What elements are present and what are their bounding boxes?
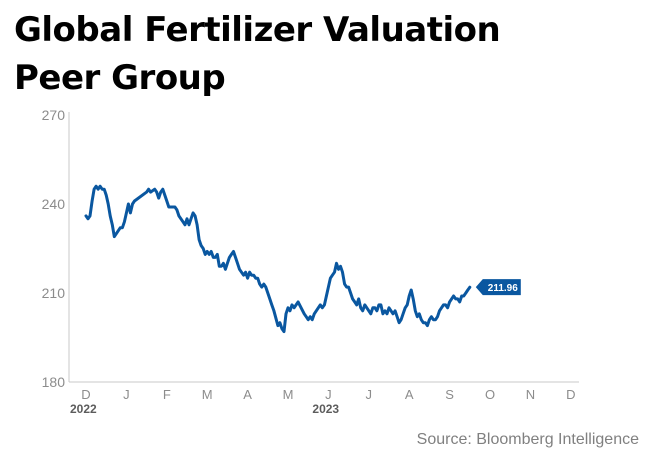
y-tick-label: 270 bbox=[42, 107, 66, 123]
x-tick-label: O bbox=[485, 387, 495, 402]
x-tick-label: A bbox=[405, 387, 414, 402]
x-tick-label: J bbox=[325, 387, 332, 402]
x-tick-label: J bbox=[366, 387, 373, 402]
last-value-badge: 211.96 bbox=[475, 279, 521, 296]
series-line bbox=[84, 184, 472, 334]
chart-title-line-2: Peer Group bbox=[14, 58, 226, 98]
x-tick-label: A bbox=[243, 387, 252, 402]
x-tick-label: D bbox=[81, 387, 90, 402]
last-value-badge-shape bbox=[475, 279, 521, 296]
x-tick-label: S bbox=[445, 387, 454, 402]
last-value-label: 211.96 bbox=[488, 283, 518, 294]
year-label: 2023 bbox=[312, 402, 339, 416]
x-tick-label: F bbox=[163, 387, 171, 402]
x-tick-label: M bbox=[283, 387, 294, 402]
chart-title: Global Fertilizer Valuation Peer Group bbox=[14, 6, 501, 102]
year-labels: 2022 2023 bbox=[70, 402, 339, 416]
y-axis-ticks: 270 240 210 180 bbox=[42, 107, 66, 390]
chart-title-line-1: Global Fertilizer Valuation bbox=[14, 10, 501, 50]
x-tick-label: D bbox=[566, 387, 575, 402]
year-label: 2022 bbox=[70, 402, 97, 416]
source-note: Source: Bloomberg Intelligence bbox=[416, 431, 639, 448]
y-tick-label: 210 bbox=[42, 285, 66, 301]
x-tick-label: M bbox=[202, 387, 213, 402]
x-tick-label: J bbox=[123, 387, 130, 402]
x-tick-label: N bbox=[526, 387, 535, 402]
series-lines bbox=[84, 184, 472, 334]
chart-axes bbox=[68, 112, 579, 383]
y-tick-label: 240 bbox=[42, 196, 66, 212]
y-tick-label: 180 bbox=[42, 374, 66, 390]
